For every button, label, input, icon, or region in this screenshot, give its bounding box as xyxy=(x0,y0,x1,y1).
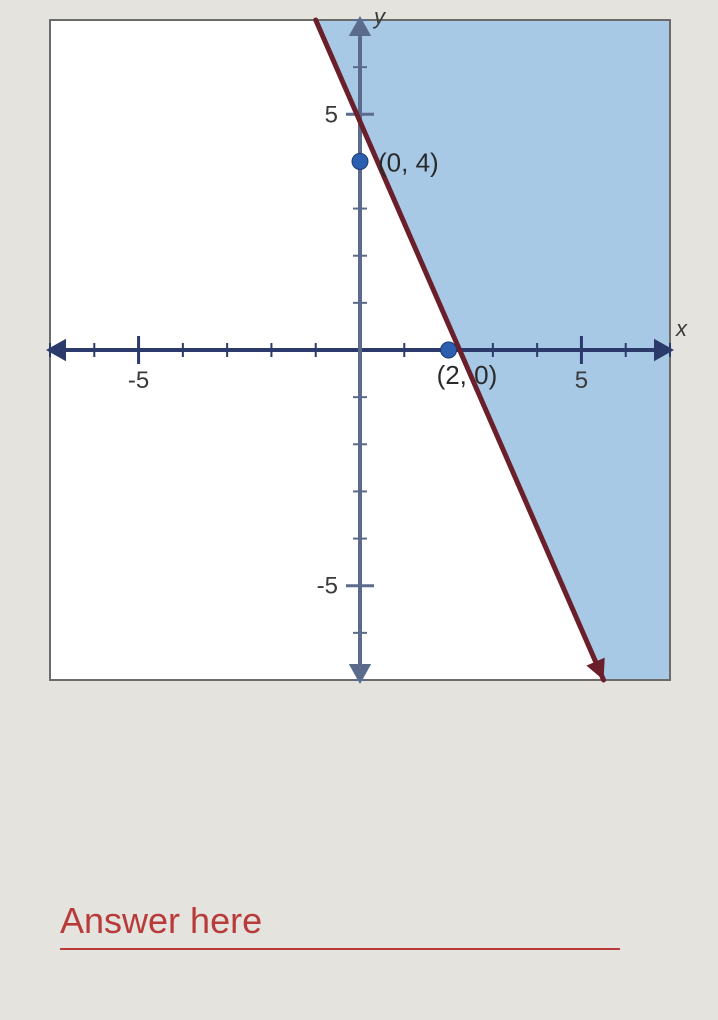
answer-input[interactable]: Answer here xyxy=(60,900,660,948)
coordinate-plane: -5 5 -5 5 x y (0, 4) (2, 0) xyxy=(30,0,690,720)
answer-section: Answer here xyxy=(60,900,660,950)
svg-text:x: x xyxy=(675,316,688,341)
svg-text:y: y xyxy=(372,4,387,29)
graph-svg: -5 5 -5 5 x y (0, 4) (2, 0) xyxy=(30,0,690,720)
svg-text:(0, 4): (0, 4) xyxy=(378,147,439,177)
svg-text:-5: -5 xyxy=(128,367,149,394)
page-root: -5 5 -5 5 x y (0, 4) (2, 0) Answer here xyxy=(0,0,718,1020)
svg-text:(2, 0): (2, 0) xyxy=(437,360,498,390)
answer-underline xyxy=(60,948,620,950)
svg-text:-5: -5 xyxy=(317,573,338,600)
svg-text:5: 5 xyxy=(325,101,338,128)
svg-text:5: 5 xyxy=(575,367,588,394)
